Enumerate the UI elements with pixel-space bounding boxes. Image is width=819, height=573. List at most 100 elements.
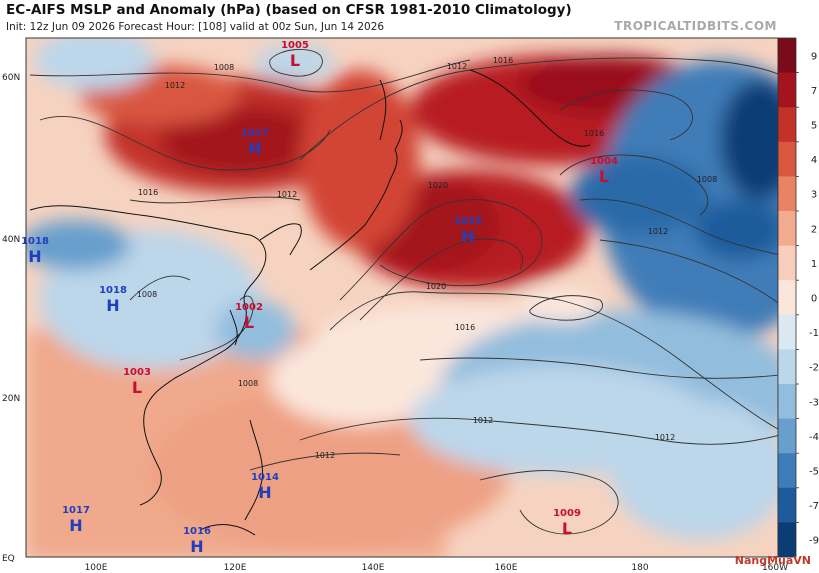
pressure-center-letter: L — [132, 378, 142, 397]
pressure-center-value: 1014 — [251, 472, 279, 483]
isobar-contours — [29, 49, 778, 535]
isobar-label: 1012 — [165, 81, 185, 90]
colorbar-label: 7 — [811, 86, 817, 97]
longitude-tick-label: 120E — [224, 563, 247, 573]
pressure-center-value: 1004 — [590, 156, 618, 167]
isobar-label: 1012 — [648, 227, 668, 236]
isobar-label: 1016 — [138, 188, 158, 197]
colorbar-label: 5 — [811, 121, 817, 132]
colorbar-swatch — [778, 38, 796, 74]
pressure-center-letter: L — [290, 51, 300, 70]
longitude-axis: 100E 120E 140E 160E 180 160W — [85, 563, 789, 573]
brand-label: TROPICALTIDBITS.COM — [614, 19, 777, 33]
latitude-tick-label: 40N — [2, 235, 20, 245]
colorbar-swatch — [778, 72, 796, 108]
latitude-axis: 60N 40N 20N EQ — [2, 73, 20, 564]
isobar-label: 1008 — [697, 175, 717, 184]
colorbar-label: -4 — [809, 432, 819, 443]
colorbar-swatch — [778, 211, 796, 247]
pressure-center-value: 1003 — [123, 367, 151, 378]
pressure-center-value: 1017 — [241, 128, 269, 139]
colorbar-label: 9 — [811, 51, 817, 62]
latitude-tick-label: 20N — [2, 394, 20, 404]
colorbar-label: -2 — [809, 363, 819, 374]
colorbar-label: -5 — [809, 467, 819, 478]
isobar-label: 1012 — [473, 416, 493, 425]
longitude-tick-label: 180 — [631, 563, 648, 573]
colorbar: 9 7 5 4 3 2 1 0 -1 -2 -3 -4 -5 -7 -9 — [777, 37, 819, 558]
pressure-center-value: 1025 — [454, 216, 482, 227]
map-title: EC-AIFS MSLP and Anomaly (hPa) (based on… — [6, 2, 572, 18]
colorbar-swatch — [778, 522, 796, 558]
colorbar-label: -7 — [809, 501, 819, 512]
pressure-center-value: 1016 — [183, 526, 211, 537]
colorbar-swatch — [778, 314, 796, 350]
pressure-center-letter: H — [248, 139, 261, 158]
colorbar-swatch — [778, 418, 796, 454]
isobar-label: 1016 — [493, 56, 513, 65]
isobar-label: 1012 — [277, 190, 297, 199]
pressure-center-letter: H — [258, 483, 271, 502]
colorbar-label: -3 — [809, 397, 819, 408]
map-subtitle: Init: 12z Jun 09 2026 Forecast Hour: [10… — [6, 21, 385, 33]
colorbar-swatch — [778, 487, 796, 523]
isobar-label: 1008 — [214, 63, 234, 72]
watermark-logo: NangMuaVN — [734, 554, 811, 567]
pressure-center-letter: L — [244, 313, 254, 332]
colorbar-swatch — [778, 384, 796, 420]
isobar-label: 1012 — [655, 433, 675, 442]
pressure-center-value: 1005 — [281, 40, 309, 51]
isobar-label: 1020 — [426, 282, 446, 291]
isobar-label: 1016 — [455, 323, 475, 332]
longitude-tick-label: 160W — [762, 563, 788, 573]
colorbar-swatch — [778, 453, 796, 489]
colorbar-label: -9 — [809, 536, 819, 547]
colorbar-swatch — [778, 176, 796, 212]
longitude-tick-label: 160E — [495, 563, 518, 573]
isobar-label: 1012 — [315, 451, 335, 460]
isobar-label: 1012 — [447, 62, 467, 71]
colorbar-swatch — [778, 245, 796, 281]
colorbar-swatch — [778, 349, 796, 385]
colorbar-label: 3 — [811, 190, 817, 201]
pressure-center-letter: L — [562, 519, 572, 538]
latitude-tick-label: 60N — [2, 73, 20, 83]
longitude-tick-label: 100E — [85, 563, 108, 573]
colorbar-frame — [777, 37, 797, 558]
pressure-center-value: 1018 — [99, 285, 127, 296]
colorbar-label: 2 — [811, 224, 817, 235]
pressure-center-value: 1018 — [21, 236, 49, 247]
pressure-centers: 1017H1005L1025H1004L1018H1003L1002L1017H… — [21, 40, 618, 556]
colorbar-swatch — [778, 107, 796, 143]
pressure-center-letter: H — [69, 516, 82, 535]
isobar-label: 1016 — [584, 129, 604, 138]
anomaly-field — [26, 38, 778, 557]
colorbar-label: 4 — [811, 155, 817, 166]
isobar-labels: 1008 1012 1016 1020 1012 1016 1008 1012 1016 1012… — [137, 56, 717, 460]
latitude-tick-label: EQ — [2, 554, 15, 564]
colorbar-label: 0 — [811, 294, 817, 305]
pressure-center-letter: H — [106, 296, 119, 315]
pressure-center-letter: H — [28, 247, 41, 266]
pressure-center-value: 1009 — [553, 508, 581, 519]
colorbar-label: 1 — [811, 259, 817, 270]
isobar-label: 1020 — [428, 181, 448, 190]
pressure-center-letter: H — [190, 537, 203, 556]
isobar-label: 1008 — [238, 379, 258, 388]
longitude-tick-label: 140E — [362, 563, 385, 573]
pressure-center-value: 1017 — [62, 505, 90, 516]
colorbar-swatch — [778, 280, 796, 316]
pressure-center-letter: H — [461, 227, 474, 246]
map-header: EC-AIFS MSLP and Anomaly (hPa) (based on… — [0, 0, 819, 38]
